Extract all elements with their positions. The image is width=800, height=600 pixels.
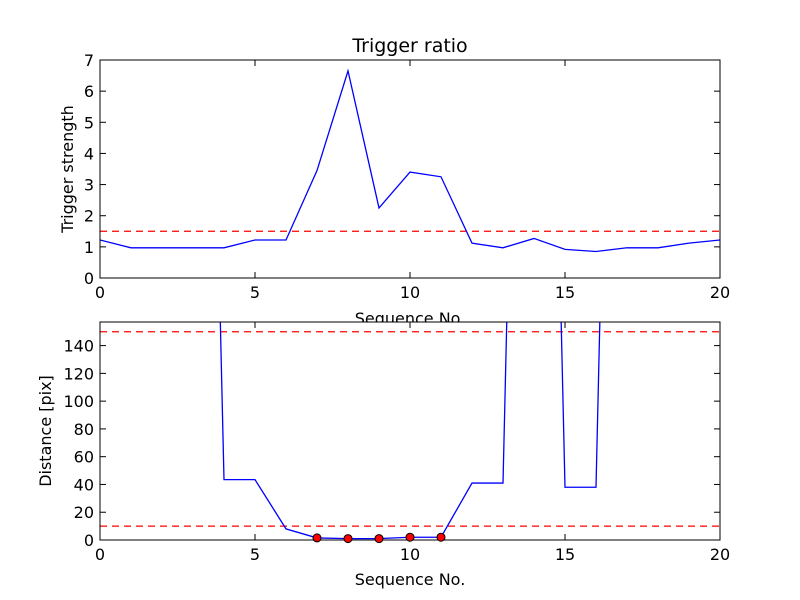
x-tick-label: 10 <box>400 545 420 564</box>
series-line <box>100 68 720 253</box>
x-tick-label: 15 <box>555 283 575 302</box>
x-tick-label: 5 <box>250 545 260 564</box>
y-tick-label: 7 <box>84 51 94 70</box>
x-tick-label: 10 <box>400 283 420 302</box>
data-point <box>436 532 446 542</box>
x-tick-label: 5 <box>250 283 260 302</box>
x-tick-label: 15 <box>555 545 575 564</box>
y-tick-label: 0 <box>84 269 94 288</box>
chart-title: Trigger ratio <box>351 35 467 57</box>
trigger-ratio-plot: Trigger ratio Trigger strength Sequence … <box>58 35 730 328</box>
x-tick-label: 0 <box>95 283 105 302</box>
axis-ticks: 0 5 10 15 20 0 20 40 60 80 100 120 140 <box>63 321 730 564</box>
y-tick-label: 1 <box>84 238 94 257</box>
x-tick-label: 20 <box>710 283 730 302</box>
y-tick-label: 60 <box>74 448 94 467</box>
distance-plot: Distance [pix] Sequence No. 0 5 10 15 20 0 20 4… <box>36 321 730 589</box>
axis-ticks: 0 5 10 15 20 0 1 2 3 4 5 6 7 <box>84 51 730 302</box>
data-point <box>343 534 353 544</box>
y-tick-label: 80 <box>74 420 94 439</box>
y-tick-label: 40 <box>74 475 94 494</box>
y-tick-label: 6 <box>84 82 94 101</box>
plot-area <box>100 68 720 253</box>
x-tick-label: 20 <box>710 545 730 564</box>
y-axis-label: Distance [pix] <box>36 375 55 487</box>
plot-background <box>100 322 720 540</box>
data-point <box>374 534 384 544</box>
y-tick-label: 4 <box>84 144 94 163</box>
x-tick-label: 0 <box>95 545 105 564</box>
y-tick-label: 0 <box>84 531 94 550</box>
data-point <box>312 533 322 543</box>
y-tick-label: 2 <box>84 207 94 226</box>
y-tick-label: 100 <box>63 392 94 411</box>
y-axis-label: Trigger strength <box>58 105 77 234</box>
y-tick-label: 120 <box>63 364 94 383</box>
axes-frame <box>99 59 721 279</box>
data-point <box>405 532 415 542</box>
y-tick-label: 3 <box>84 176 94 195</box>
y-tick-label: 5 <box>84 113 94 132</box>
y-tick-label: 20 <box>74 503 94 522</box>
x-axis-label: Sequence No. <box>355 570 466 589</box>
y-tick-label: 140 <box>63 337 94 356</box>
